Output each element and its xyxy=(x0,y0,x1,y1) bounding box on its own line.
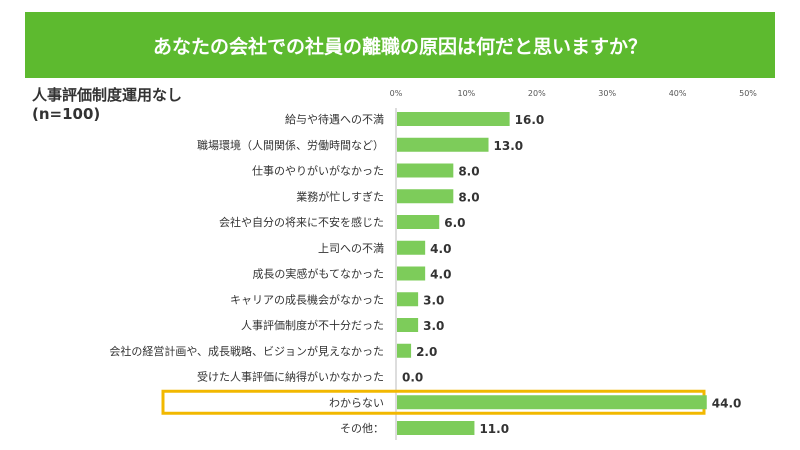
bar xyxy=(397,421,475,435)
category-label: 成長の実感がもてなかった xyxy=(252,267,384,281)
data-label: 4.0 xyxy=(430,242,451,256)
subtitle-group: 人事評価制度運用なし xyxy=(32,86,183,104)
category-label: 上司への不満 xyxy=(318,242,384,255)
x-tick-label: 20% xyxy=(528,89,546,98)
subtitle-n: (n=100) xyxy=(32,105,101,123)
data-label: 0.0 xyxy=(402,371,423,385)
chart-subtitle: 人事評価制度運用なし (n=100) xyxy=(32,86,182,124)
bar xyxy=(397,163,454,178)
bar xyxy=(397,266,426,281)
bar xyxy=(397,189,454,204)
category-label: 会社や自分の将来に不安を感じた xyxy=(219,215,384,229)
data-label: 3.0 xyxy=(423,319,444,333)
data-label: 8.0 xyxy=(458,190,479,204)
category-label: わからない xyxy=(329,396,384,409)
category-label: キャリアの成長機会がなかった xyxy=(230,292,384,306)
data-label: 3.0 xyxy=(423,293,444,307)
bar xyxy=(397,343,412,358)
x-tick-label: 30% xyxy=(598,89,616,98)
data-label: 11.0 xyxy=(479,422,509,436)
category-label: 給与や待遇への不満 xyxy=(285,112,384,126)
bar xyxy=(397,215,440,229)
chart-title: あなたの会社での社員の離職の原因は何だと思いますか？ xyxy=(25,12,775,78)
data-label: 2.0 xyxy=(416,345,437,359)
data-label: 13.0 xyxy=(494,139,524,153)
bar xyxy=(397,292,419,307)
bar xyxy=(397,240,426,255)
category-label: 会社の経営計画や、成長戦略、ビジョンが見えなかった xyxy=(109,344,384,358)
bar xyxy=(397,395,707,410)
data-label: 6.0 xyxy=(444,216,465,230)
data-label: 16.0 xyxy=(515,113,545,127)
x-tick-label: 50% xyxy=(739,89,757,98)
category-label: 職場環境（人間関係、労働時間など） xyxy=(197,138,384,152)
category-label: その他： xyxy=(340,422,384,435)
x-tick-label: 40% xyxy=(669,89,687,98)
bar xyxy=(397,318,419,332)
x-tick-label: 10% xyxy=(458,89,476,98)
data-label: 4.0 xyxy=(430,268,451,282)
category-label: 業務が忙しすぎた xyxy=(296,189,384,203)
bar xyxy=(397,112,510,126)
category-label: 受けた人事評価に納得がいかなかった xyxy=(197,370,384,384)
data-label: 8.0 xyxy=(458,165,479,179)
bar xyxy=(397,137,489,152)
data-label: 44.0 xyxy=(712,396,742,410)
category-label: 仕事のやりがいがなかった xyxy=(252,164,384,178)
x-tick-label: 0% xyxy=(390,89,403,98)
category-label: 人事評価制度が不十分だった xyxy=(241,318,384,332)
